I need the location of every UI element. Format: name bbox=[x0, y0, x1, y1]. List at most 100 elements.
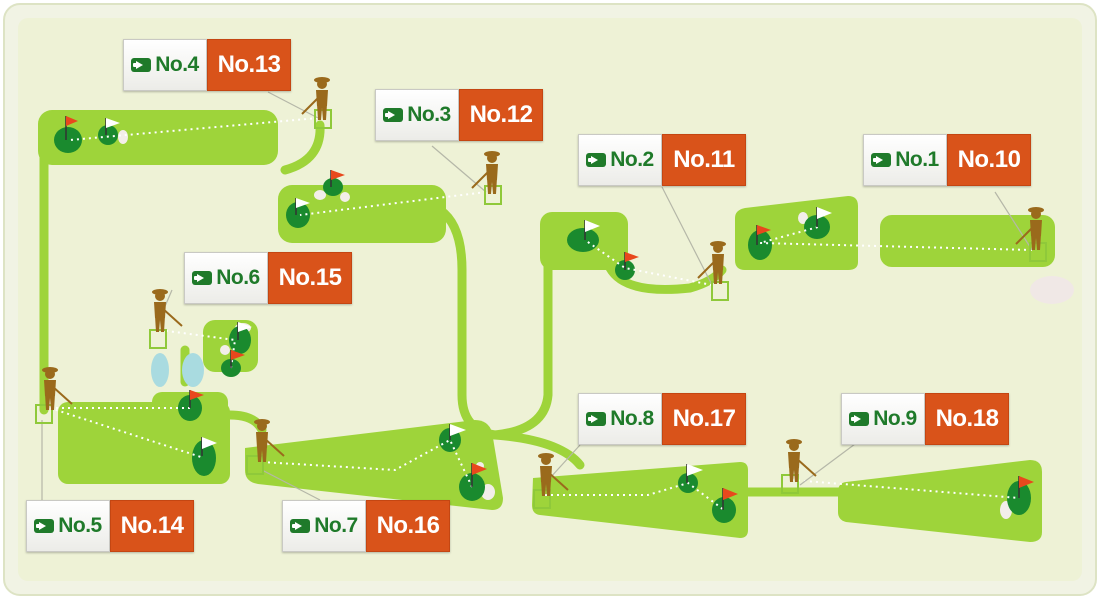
golfer-icon bbox=[254, 419, 285, 462]
golfer-icon bbox=[42, 367, 73, 410]
front-hole-number: No.5 bbox=[58, 514, 102, 537]
bunker-large bbox=[1030, 276, 1074, 304]
leader-line-hole-2 bbox=[661, 186, 713, 286]
golfer-icon bbox=[538, 453, 569, 496]
hole-label-9[interactable]: No.9 No.18 bbox=[841, 393, 1009, 445]
hole-label-8[interactable]: No.8 No.17 bbox=[578, 393, 746, 445]
cart-path-4 bbox=[280, 120, 325, 175]
front-hole-number: No.7 bbox=[314, 514, 358, 537]
hole-label-3[interactable]: No.3 No.12 bbox=[375, 89, 543, 141]
hole-label-4[interactable]: No.4 No.13 bbox=[123, 39, 291, 91]
back-hole-number: No.14 bbox=[120, 512, 184, 539]
green bbox=[286, 202, 310, 228]
front-nine-label[interactable]: No.5 bbox=[26, 500, 110, 552]
back-hole-number: No.18 bbox=[935, 405, 999, 432]
front-nine-label[interactable]: No.4 bbox=[123, 39, 207, 91]
leader-line-hole-1 bbox=[994, 191, 1033, 251]
golfer-icon bbox=[152, 289, 183, 332]
water-hazards bbox=[151, 353, 204, 387]
front-hole-number: No.9 bbox=[873, 407, 917, 430]
front-hole-number: No.1 bbox=[895, 148, 939, 171]
hole-label-7[interactable]: No.7 No.16 bbox=[282, 500, 450, 552]
shot-line-hole-2 bbox=[584, 239, 713, 286]
flag-icon bbox=[584, 220, 600, 240]
arrow-right-icon bbox=[192, 271, 213, 285]
back-nine-label[interactable]: No.12 bbox=[459, 89, 543, 141]
flag-icon bbox=[201, 437, 217, 456]
tee-box bbox=[246, 455, 264, 475]
green bbox=[229, 326, 251, 354]
flag-icon bbox=[624, 252, 639, 270]
flag-icon bbox=[230, 350, 245, 368]
water-hazard bbox=[182, 353, 204, 387]
flag-icon bbox=[756, 225, 771, 245]
bunker bbox=[798, 212, 808, 224]
green bbox=[567, 228, 599, 252]
fairway-hole-9 bbox=[838, 460, 1042, 542]
hole-label-1[interactable]: No.1 No.10 bbox=[863, 134, 1031, 186]
arrow-right-icon bbox=[586, 412, 607, 426]
golfer-icon bbox=[697, 241, 726, 284]
hole-label-2[interactable]: No.2 No.11 bbox=[578, 134, 746, 186]
hole-label-5[interactable]: No.5 No.14 bbox=[26, 500, 194, 552]
back-hole-number: No.16 bbox=[376, 512, 440, 539]
arrow-right-icon bbox=[290, 519, 311, 533]
fairway-hole-5 bbox=[58, 402, 230, 484]
back-nine-label[interactable]: No.15 bbox=[268, 252, 352, 304]
bunker bbox=[314, 190, 326, 200]
fairway-hole-7 bbox=[245, 420, 503, 510]
flag-icon bbox=[816, 207, 832, 227]
back-hole-number: No.15 bbox=[278, 264, 342, 291]
back-nine-label[interactable]: No.18 bbox=[925, 393, 1009, 445]
leader-line-hole-9 bbox=[799, 443, 856, 486]
golfer-icon bbox=[1015, 207, 1044, 250]
back-nine-label[interactable]: No.10 bbox=[947, 134, 1031, 186]
arrow-right-icon bbox=[34, 519, 55, 533]
back-nine-label[interactable]: No.14 bbox=[110, 500, 194, 552]
back-nine-label[interactable]: No.13 bbox=[207, 39, 291, 91]
back-nine-label[interactable]: No.11 bbox=[662, 134, 746, 186]
back-nine-label[interactable]: No.17 bbox=[662, 393, 746, 445]
flag-icon bbox=[722, 488, 738, 510]
water-hazard bbox=[151, 353, 169, 387]
arrow-right-icon bbox=[131, 58, 152, 72]
front-hole-number: No.8 bbox=[610, 407, 654, 430]
front-hole-number: No.6 bbox=[216, 266, 260, 289]
back-hole-number: No.11 bbox=[673, 146, 735, 173]
shot-lines bbox=[49, 117, 1033, 511]
tee-box bbox=[35, 404, 53, 424]
flag-icon bbox=[105, 118, 120, 135]
front-nine-label[interactable]: No.8 bbox=[578, 393, 662, 445]
flag-icon bbox=[189, 390, 204, 408]
green bbox=[748, 230, 772, 260]
arrow-right-icon bbox=[383, 108, 404, 122]
shot-line-hole-6 bbox=[159, 329, 237, 369]
flag-icon bbox=[330, 170, 345, 187]
green bbox=[712, 497, 736, 523]
flag-icon bbox=[1018, 476, 1034, 498]
arrow-right-icon bbox=[871, 153, 892, 167]
shot-line-hole-1 bbox=[759, 226, 1033, 251]
hole-label-6[interactable]: No.6 No.15 bbox=[184, 252, 352, 304]
bunker bbox=[340, 192, 350, 202]
front-nine-label[interactable]: No.6 bbox=[184, 252, 268, 304]
back-nine-label[interactable]: No.16 bbox=[366, 500, 450, 552]
leader-line-hole-8 bbox=[549, 444, 581, 479]
fairway-hole-4 bbox=[38, 110, 278, 165]
shot-line-hole-9 bbox=[791, 479, 1020, 499]
golfer-icon bbox=[471, 151, 500, 194]
front-hole-number: No.3 bbox=[407, 103, 451, 126]
front-nine-label[interactable]: No.3 bbox=[375, 89, 459, 141]
front-nine-label[interactable]: No.2 bbox=[578, 134, 662, 186]
leader-line-hole-7 bbox=[261, 469, 321, 501]
green bbox=[192, 440, 216, 476]
front-nine-label[interactable]: No.1 bbox=[863, 134, 947, 186]
green bbox=[54, 127, 82, 153]
back-hole-number: No.13 bbox=[217, 51, 281, 78]
front-hole-number: No.2 bbox=[610, 148, 654, 171]
flags bbox=[65, 116, 1034, 510]
front-nine-label[interactable]: No.7 bbox=[282, 500, 366, 552]
front-nine-label[interactable]: No.9 bbox=[841, 393, 925, 445]
back-hole-number: No.10 bbox=[957, 146, 1021, 173]
